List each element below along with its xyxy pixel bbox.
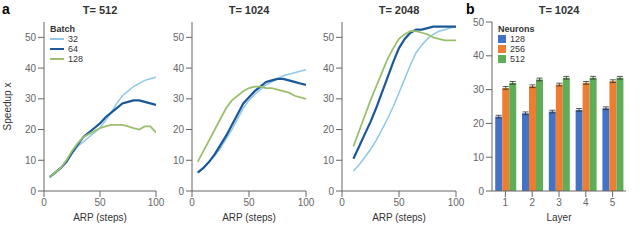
svg-text:10: 10 (473, 152, 485, 163)
svg-text:30: 30 (473, 84, 485, 95)
svg-text:5: 5 (610, 197, 616, 208)
svg-text:4: 4 (583, 197, 589, 208)
svg-text:Layer: Layer (546, 212, 572, 223)
svg-text:40: 40 (473, 50, 485, 61)
svg-text:ARP (steps): ARP (steps) (73, 212, 127, 223)
svg-text:50: 50 (243, 197, 255, 208)
svg-text:100: 100 (148, 197, 165, 208)
svg-text:10: 10 (25, 155, 37, 166)
svg-text:Speedup x: Speedup x (8, 83, 13, 131)
svg-text:0: 0 (478, 186, 484, 197)
svg-text:20: 20 (323, 124, 335, 135)
html-text:T= 2048: T= 2048 (378, 4, 420, 16)
svg-text:100: 100 (448, 197, 465, 208)
svg-text:30: 30 (173, 93, 185, 104)
svg-text:0: 0 (41, 197, 47, 208)
svg-text:10: 10 (323, 155, 335, 166)
html-text:a: a (2, 1, 10, 17)
svg-text:40: 40 (25, 63, 37, 74)
svg-text:50: 50 (25, 32, 37, 43)
html-text:T= 1024: T= 1024 (538, 4, 580, 16)
svg-text:3: 3 (556, 197, 562, 208)
html-text:b: b (466, 1, 475, 17)
svg-text:50: 50 (173, 32, 185, 43)
svg-text:ARP (steps): ARP (steps) (372, 212, 426, 223)
svg-text:0: 0 (30, 186, 36, 197)
svg-text:2: 2 (529, 197, 535, 208)
svg-text:0: 0 (328, 186, 334, 197)
svg-text:40: 40 (173, 63, 185, 74)
svg-text:30: 30 (323, 93, 335, 104)
svg-text:50: 50 (473, 18, 485, 28)
svg-text:50: 50 (323, 32, 335, 43)
svg-text:40: 40 (323, 63, 335, 74)
svg-text:1: 1 (503, 197, 509, 208)
svg-text:100: 100 (298, 197, 315, 208)
html-text:256: 256 (510, 44, 525, 54)
html-text:128: 128 (68, 54, 83, 64)
svg-text:0: 0 (178, 186, 184, 197)
html-text:128: 128 (510, 34, 525, 44)
html-text:T= 512: T= 512 (82, 4, 118, 16)
html-text:512: 512 (510, 54, 525, 64)
svg-text:30: 30 (25, 93, 37, 104)
svg-text:50: 50 (94, 197, 106, 208)
svg-text:0: 0 (339, 197, 345, 208)
svg-text:20: 20 (173, 124, 185, 135)
html-text:T= 1024: T= 1024 (228, 4, 270, 16)
svg-text:20: 20 (473, 118, 485, 129)
svg-text:ARP (steps): ARP (steps) (222, 212, 276, 223)
html-text:Batch: Batch (50, 24, 75, 34)
svg-text:20: 20 (25, 124, 37, 135)
html-text:32: 32 (68, 34, 78, 44)
svg-text:10: 10 (173, 155, 185, 166)
html-text:64: 64 (68, 44, 78, 54)
svg-text:50: 50 (393, 197, 405, 208)
html-text:Neurons: Neurons (498, 24, 535, 34)
svg-text:0: 0 (189, 197, 195, 208)
